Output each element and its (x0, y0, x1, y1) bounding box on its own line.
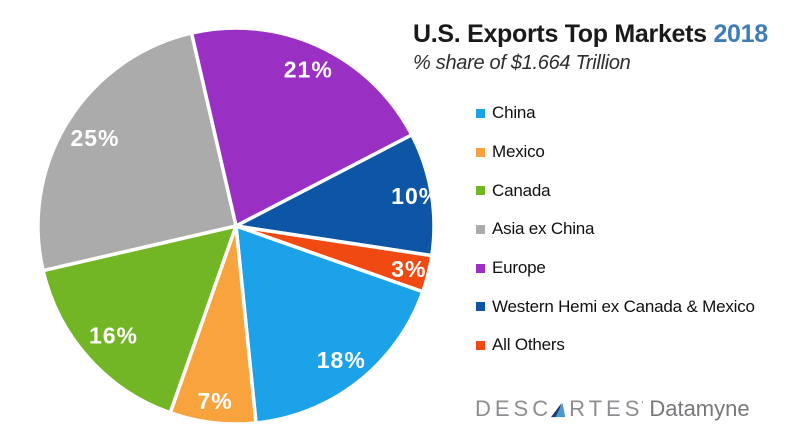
legend-item-all-others: All Others (476, 326, 755, 365)
title-block: U.S. Exports Top Markets 2018 % share of… (413, 20, 793, 75)
sail-triangle-icon (551, 402, 566, 418)
pie-slice-label: 18% (317, 347, 366, 373)
legend-label: Mexico (492, 142, 545, 162)
legend-item-mexico: Mexico (476, 133, 755, 172)
pie-slice-europe (189, 26, 414, 228)
legend-label: Canada (492, 180, 551, 200)
legend-label: China (492, 103, 536, 123)
descartes-datamyne-logo: DESC RTES ' Datamyne (475, 396, 750, 422)
trademark-icon: ' (641, 400, 644, 411)
legend-item-europe: Europe (476, 249, 755, 288)
legend-swatch-icon (476, 224, 485, 234)
legend-swatch-icon (476, 263, 485, 273)
legend-swatch-icon (476, 186, 485, 196)
legend-swatch-icon (476, 147, 485, 157)
legend-item-western-hemi: Western Hemi ex Canada & Mexico (476, 287, 755, 326)
logo-brand-left: DESC (475, 396, 553, 421)
pie-slice-canada (41, 224, 238, 415)
legend-label: Europe (492, 258, 546, 278)
pie-slice-label: 3% (391, 256, 426, 282)
pie-slice-china (234, 224, 425, 425)
legend-label: All Others (492, 335, 565, 355)
legend-item-canada: Canada (476, 171, 755, 210)
logo-product: Datamyne (649, 396, 750, 421)
page-title: U.S. Exports Top Markets 2018 (413, 20, 793, 49)
legend: China Mexico Canada Asia ex China Europe… (476, 94, 755, 365)
legend-item-asia-ex-china: Asia ex China (476, 210, 755, 249)
legend-label: Asia ex China (492, 219, 595, 239)
logo-brand: DESC RTES (475, 396, 643, 422)
pie-slice-label: 16% (89, 323, 138, 349)
legend-swatch-icon (476, 340, 485, 350)
chart-title-year: 2018 (713, 20, 768, 48)
pie-slice-label: 21% (284, 57, 333, 83)
pie-slice-label: 7% (197, 388, 232, 414)
legend-swatch-icon (476, 302, 485, 312)
logo-brand-right: RTES (569, 396, 644, 421)
pie-slice-label: 10% (391, 183, 440, 209)
legend-item-china: China (476, 94, 755, 133)
pie-slice-asia-ex-china (36, 31, 238, 273)
pie-slice-label: 25% (70, 125, 119, 151)
legend-swatch-icon (476, 108, 485, 118)
chart-subtitle: % share of $1.664 Trillion (413, 52, 631, 74)
legend-label: Western Hemi ex Canada & Mexico (492, 296, 755, 316)
pie-chart: 21% 10% 3% 18% 7% 16% 25% (36, 26, 440, 425)
pie-slice-western-hemi-ex-canada-mexico (234, 133, 436, 258)
chart-title-text: U.S. Exports Top Markets (413, 20, 707, 48)
